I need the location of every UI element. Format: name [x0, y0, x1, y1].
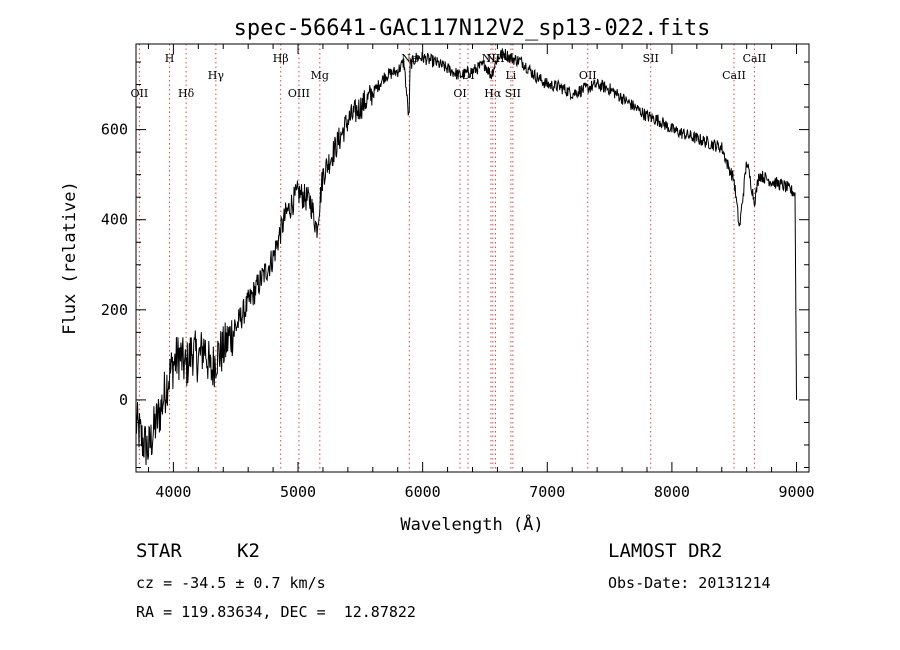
survey-label: LAMOST DR2	[608, 540, 723, 562]
y-tick-label: 0	[119, 391, 128, 409]
y-tick-label: 400	[101, 211, 128, 229]
line-marker-label: Hβ	[273, 52, 289, 65]
object-subclass: K2	[237, 540, 260, 562]
spectrum-line	[135, 48, 797, 466]
x-tick-label: 9000	[778, 483, 814, 501]
line-marker-label: H	[165, 52, 175, 65]
y-axis-label: Flux (relative)	[60, 181, 80, 335]
line-marker-label: SII	[643, 52, 659, 65]
y-axis: 0 200 400 600	[101, 61, 809, 468]
y-tick-label: 200	[101, 301, 128, 319]
line-marker-label: SII	[505, 87, 521, 100]
x-tick-label: 4000	[155, 483, 191, 501]
coordinates: RA = 119.83634, DEC = 12.87822	[136, 603, 416, 621]
line-marker-label: Hα	[484, 87, 502, 100]
line-marker-label: CaII	[743, 52, 767, 65]
line-markers: OIIHHδHγHβOIIIMgNaOIOINIIHαNIILiSIIOIISI…	[131, 44, 767, 472]
line-marker-label: Mg	[311, 69, 329, 82]
x-axis-label: Wavelength (Å)	[400, 513, 543, 535]
line-marker-label: OI	[453, 87, 466, 100]
x-tick-label: 5000	[280, 483, 316, 501]
line-marker-label: OII	[579, 69, 597, 82]
line-marker-label: Li	[505, 69, 516, 82]
line-marker-label: Hγ	[208, 69, 225, 82]
plot-frame	[135, 43, 810, 473]
line-marker-label: CaII	[722, 69, 746, 82]
obs-date: Obs-Date: 20131214	[608, 574, 771, 592]
x-axis: 4000 5000 6000 7000 8000 9000	[147, 44, 815, 501]
line-marker-label: OII	[131, 87, 149, 100]
chart-title: spec-56641-GAC117N12V2_sp13-022.fits	[234, 16, 711, 41]
y-tick-label: 600	[101, 121, 128, 139]
line-marker-label: OIII	[288, 87, 310, 100]
x-tick-label: 7000	[529, 483, 565, 501]
object-class: STAR	[136, 540, 182, 562]
x-tick-label: 6000	[405, 483, 441, 501]
line-marker-label: Hδ	[178, 87, 195, 100]
redshift-line: cz = -34.5 ± 0.7 km/s	[136, 574, 326, 592]
x-tick-label: 8000	[654, 483, 690, 501]
